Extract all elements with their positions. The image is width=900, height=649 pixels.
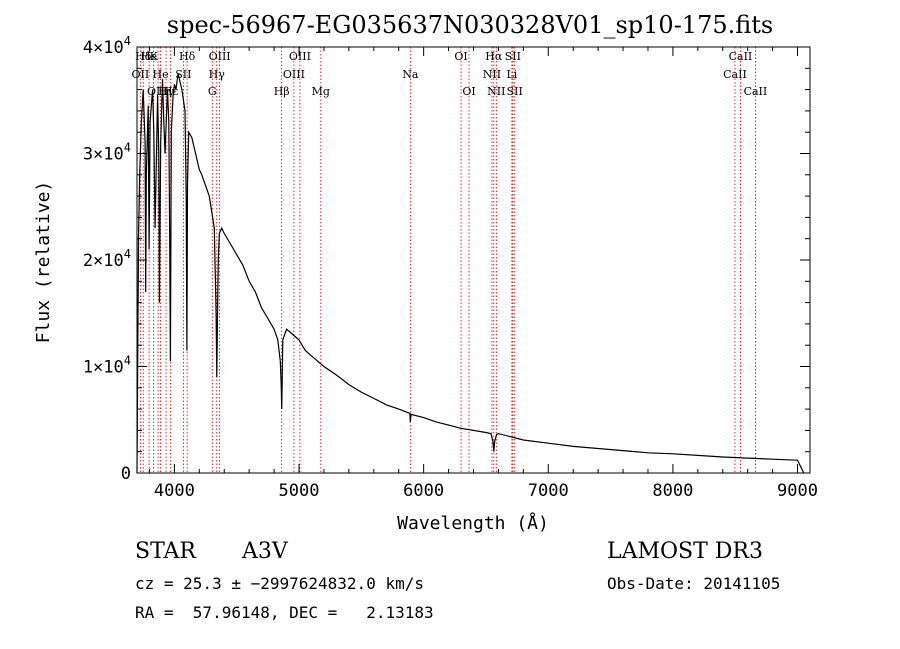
x-axis-label: Wavelength (Å) bbox=[397, 512, 549, 534]
marker-label-1: He bbox=[141, 50, 157, 63]
x-tick-label-3: 7000 bbox=[528, 481, 569, 501]
obs-date: Obs-Date: 20141105 bbox=[607, 574, 781, 593]
marker-label-26: NII bbox=[487, 85, 505, 98]
y-axis-label: Flux (relative) bbox=[33, 181, 54, 344]
marker-label-9: CaII bbox=[729, 50, 753, 63]
object-subclass: A3V bbox=[242, 539, 288, 564]
emission-line-markers bbox=[139, 47, 756, 473]
marker-label-4: OIII bbox=[209, 50, 231, 63]
x-tick-label-5: 9000 bbox=[777, 481, 818, 501]
x-tick-label-0: 4000 bbox=[154, 481, 195, 501]
y-tick-label-4: 4×104 bbox=[83, 34, 131, 58]
marker-label-10: OII bbox=[132, 68, 150, 81]
survey-name: LAMOST DR3 bbox=[607, 539, 763, 564]
object-class: STAR bbox=[135, 539, 196, 564]
y-tick-label-1: 1×104 bbox=[83, 354, 131, 378]
redshift-line: cz = 25.3 ± −2997624832.0 km/s bbox=[135, 574, 424, 593]
marker-label-24: Mg bbox=[312, 85, 330, 98]
plot-frame bbox=[136, 46, 811, 474]
chart-title: spec-56967-EG035637N030328V01_sp10-175.f… bbox=[167, 11, 773, 39]
marker-label-7: Hα bbox=[485, 50, 503, 63]
x-tick-label-1: 5000 bbox=[279, 481, 320, 501]
coordinates-line: RA = 57.96148, DEC = 2.13183 bbox=[135, 603, 434, 622]
marker-label-2: K bbox=[150, 50, 159, 63]
y-tick-label-3: 3×104 bbox=[83, 141, 131, 165]
marker-label-13: Hγ bbox=[209, 68, 226, 81]
x-tick-label-4: 8000 bbox=[652, 481, 693, 501]
marker-label-22: G bbox=[208, 85, 217, 98]
marker-label-11: He bbox=[153, 68, 169, 81]
marker-label-18: CaII bbox=[723, 68, 747, 81]
marker-label-3: Hδ bbox=[179, 50, 196, 63]
marker-label-8: SII bbox=[505, 50, 521, 63]
x-axis-ticks: 4000 5000 6000 7000 8000 9000 bbox=[148, 47, 818, 501]
marker-label-0: Hδ bbox=[135, 50, 152, 63]
marker-label-16: NII bbox=[483, 68, 501, 81]
marker-label-15: Na bbox=[402, 68, 419, 81]
marker-label-28: CaII bbox=[744, 85, 768, 98]
marker-label-14: OIII bbox=[283, 68, 305, 81]
flux-series-line bbox=[136, 73, 805, 474]
marker-label-23: Hβ bbox=[274, 85, 290, 98]
marker-label-6: OI bbox=[454, 50, 467, 63]
x-tick-label-2: 6000 bbox=[403, 481, 444, 501]
marker-label-27: SII bbox=[507, 85, 523, 98]
marker-label-25: OI bbox=[462, 85, 475, 98]
marker-label-17: Li bbox=[506, 68, 517, 81]
marker-label-5: OIII bbox=[289, 50, 311, 63]
y-tick-label-2: 2×104 bbox=[83, 247, 131, 271]
y-axis-ticks: 0 1×104 2×104 3×104 4×104 bbox=[83, 34, 810, 484]
y-tick-label-0: 0 bbox=[121, 464, 131, 484]
